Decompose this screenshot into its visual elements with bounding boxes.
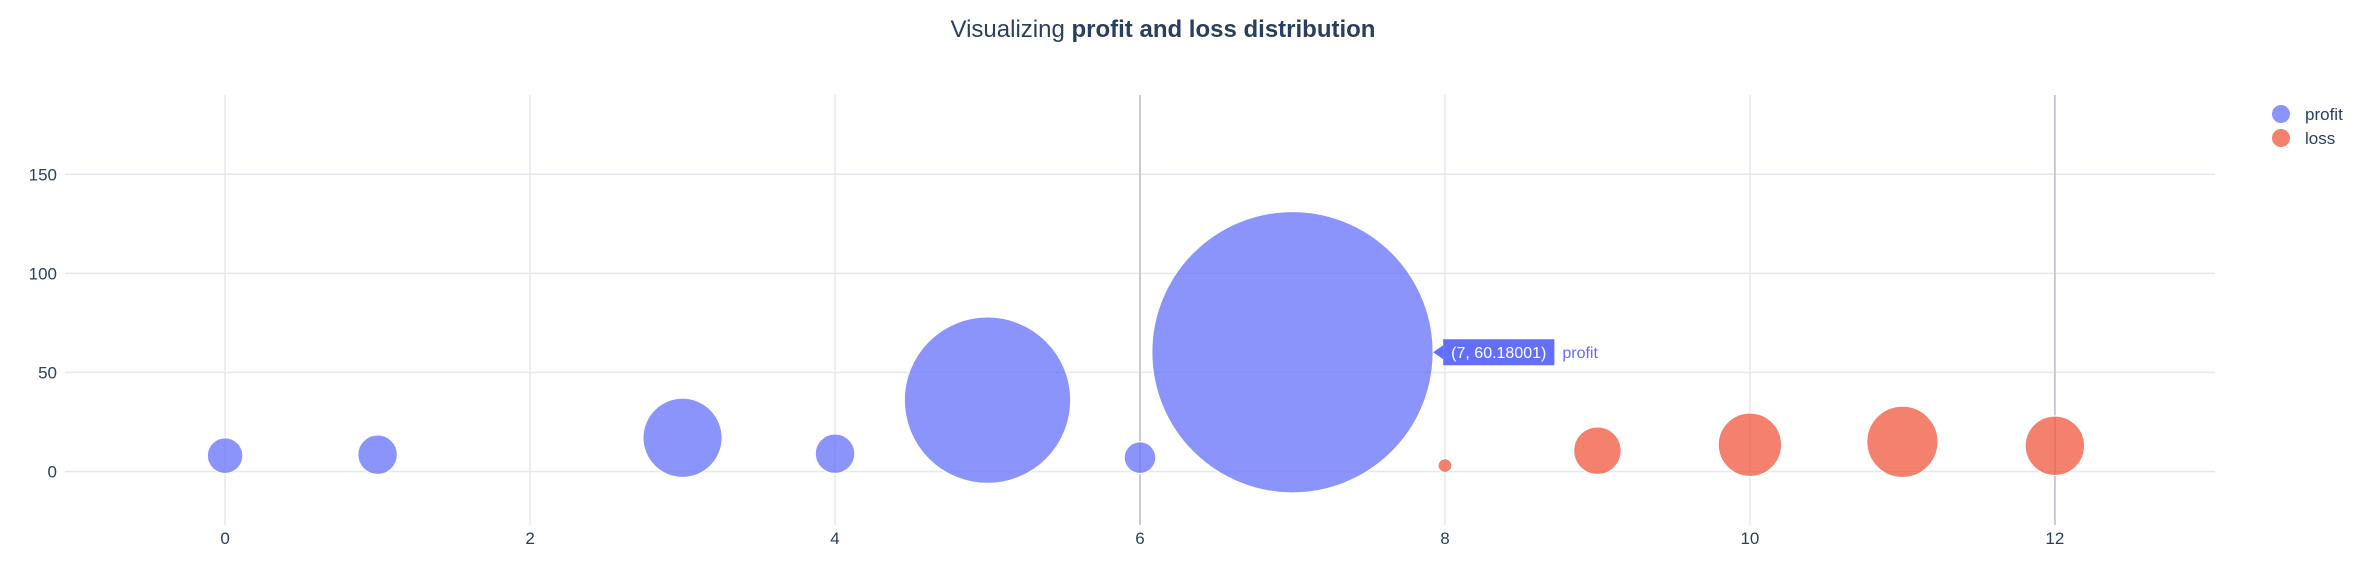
legend-marker-profit[interactable] bbox=[2272, 105, 2290, 123]
profit-bubble[interactable] bbox=[357, 434, 399, 476]
y-tick-label: 100 bbox=[29, 264, 57, 283]
y-tick-label: 50 bbox=[38, 363, 57, 382]
chart-title-bold: profit and loss distribution bbox=[1071, 16, 1375, 43]
legend-marker-loss[interactable] bbox=[2272, 129, 2290, 147]
profit-bubble[interactable] bbox=[642, 397, 723, 479]
legend-label-loss[interactable]: loss bbox=[2305, 129, 2335, 148]
x-tick-label: 12 bbox=[2045, 529, 2064, 548]
loss-bubble[interactable] bbox=[1437, 458, 1453, 474]
chart-title-group: Visualizing profit and loss distribution bbox=[951, 16, 1376, 43]
profit-bubble[interactable] bbox=[206, 437, 244, 475]
x-tick-label: 8 bbox=[1440, 529, 1449, 548]
chart-title-prefix: Visualizing bbox=[951, 16, 1072, 43]
tooltip-series-name: profit bbox=[1562, 345, 1598, 362]
tooltip-pointer bbox=[1433, 345, 1444, 360]
loss-bubble[interactable] bbox=[1717, 412, 1783, 478]
x-tick-label: 0 bbox=[220, 529, 229, 548]
profit-bubble[interactable] bbox=[814, 433, 856, 475]
x-tick-label: 2 bbox=[525, 529, 534, 548]
y-tick-label: 0 bbox=[48, 462, 57, 481]
axis-labels: 0 2 4 6 8 10 12 0 50 100 150 bbox=[29, 165, 2065, 548]
tooltip-box bbox=[1443, 339, 1555, 366]
profit-bubble[interactable] bbox=[1123, 441, 1157, 475]
profit-bubble[interactable] bbox=[1151, 210, 1434, 494]
x-tick-label: 4 bbox=[830, 529, 839, 548]
profit-bubble[interactable] bbox=[903, 316, 1072, 484]
chart-title: Visualizing profit and loss distribution bbox=[951, 16, 1376, 43]
loss-bubble[interactable] bbox=[1866, 405, 1939, 479]
tooltip-value: (7, 60.18001) bbox=[1451, 345, 1546, 362]
x-tick-label: 6 bbox=[1135, 529, 1144, 548]
y-tick-label: 150 bbox=[29, 165, 57, 184]
loss-bubble[interactable] bbox=[1573, 426, 1622, 476]
legend: profit loss bbox=[2272, 105, 2343, 148]
loss-bubble[interactable] bbox=[2024, 415, 2086, 477]
hover-tooltip: (7, 60.18001) profit bbox=[1433, 339, 1598, 366]
legend-label-profit[interactable]: profit bbox=[2305, 105, 2343, 124]
x-tick-label: 10 bbox=[1740, 529, 1759, 548]
bubble-series bbox=[206, 210, 2086, 494]
